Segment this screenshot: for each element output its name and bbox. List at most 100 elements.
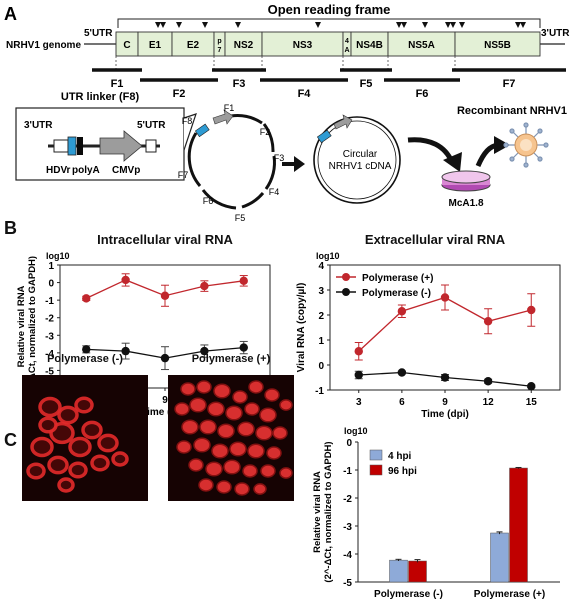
assembly-arrow [282,156,305,172]
orf-title: Open reading frame [268,2,391,17]
bar-1-1 [509,467,528,583]
legend-label: Polymerase (+) [362,273,433,284]
cell-nucleus [225,405,243,421]
genome-utr3-label: 3'UTR [541,28,570,39]
gene-label-e2: E2 [187,40,200,51]
data-point [397,368,407,377]
cdna-linker-block [316,129,332,144]
ring-label-f7: F7 [178,170,189,180]
ring-label-f5: F5 [235,213,246,223]
data-point [160,291,170,300]
data-point [200,281,209,291]
cell-ring [57,405,79,425]
ring-linker-block [194,123,210,138]
y-tick-label: 4 [318,261,324,272]
fragment-label-f5: F5 [360,78,373,90]
genome-label: NRHV1 genome [6,40,81,51]
genome-utr5-label: 5'UTR [84,28,113,39]
fragment-guides [115,56,456,70]
cell-nucleus [248,380,264,394]
y-tick-label: -1 [343,466,352,477]
cell-nucleus [266,446,282,460]
cell-nucleus [199,419,217,435]
micrograph-pol-minus-label: Polymerase (-) [47,353,123,365]
y-axis-label-2: (2^-ΔCt, normalized to GAPDH) [27,256,38,397]
bar-0-1 [408,560,427,583]
linker-utr3-segment [53,139,69,153]
x-tick-label: 9 [162,395,168,406]
virion-icon [503,122,549,168]
gene-label-p7-b: 7 [218,47,222,54]
data-point [121,275,130,285]
transfection-arrowhead [443,152,462,172]
data-point [354,370,363,380]
cell-nucleus [174,402,190,416]
log-note: log10 [46,251,70,261]
x-axis-label: Time (dpi) [141,407,189,418]
orf-bracket [117,18,541,28]
linker-cmvp-label: CMVp [112,165,140,176]
y-tick-label: -2 [45,314,54,325]
y-axis-label-2: (2^-ΔCt, normalized to GAPDH) [323,441,334,582]
ring-label-f3: F3 [274,153,285,163]
micrograph-pol-minus [22,375,148,501]
micrograph-pol-plus-label: Polymerase (+) [191,353,271,365]
fragment-label-f7: F7 [503,78,516,90]
genome-gene-blocks: C E1 E2 p 7 NS2 NS3 4 A NS4B NS5A NS5B [115,31,541,57]
circular-cdna-label-1: Circular [343,149,378,160]
panel-a-label: A [4,4,17,24]
x-tick-label: 12 [483,397,495,408]
cell-ring [38,416,58,434]
x-tick-label: 15 [526,397,538,408]
gene-label-ns5b: NS5B [484,40,511,51]
intracellular-title: Intracellular viral RNA [97,232,233,247]
gene-label-ns4b: NS4B [356,40,383,51]
cell-nucleus [176,440,192,454]
data-point [354,347,363,356]
cell-nucleus [223,459,241,475]
legend-label: Polymerase (-) [362,288,431,299]
fragment-label-f3: F3 [233,78,246,90]
x-axis-label: Time (dpi) [421,409,469,420]
cell-nucleus [234,482,250,496]
cell-nucleus [259,407,277,423]
circular-cdna-inner-ring [317,120,397,200]
cell-nucleus [180,382,196,396]
ring-label-f1: F1 [224,103,235,113]
recombinant-label: Recombinant NRHV1 [457,105,567,117]
gene-block-ns4b [350,31,389,57]
extracellular-title: Extracellular viral RNA [364,232,506,247]
gene-label-ns5a: NS5A [408,40,435,51]
cell-nucleus [237,421,255,437]
cell-ring [26,462,46,480]
cell-nucleus [211,443,229,459]
y-tick-label: 0 [346,438,352,449]
linker-hdvr-label: HDVr [46,165,71,176]
virus-release-arrowhead [494,136,510,154]
cdna-cmv-arrow [333,114,353,130]
culture-dish-top [441,170,491,184]
polymerase-bar-chart: 0 -1 -2 -3 -4 -5 log10 Relative viral RNA (2^-ΔC… [312,426,560,600]
y-tick-label: 2 [318,311,324,322]
utr-linker-callout [183,113,197,151]
cell-nucleus [216,480,232,494]
data-point [82,345,91,354]
y-axis-label-1: Relative viral RNA [312,471,323,553]
y-axis-label-1: Relative viral RNA [16,285,27,367]
category-label: Polymerase (-) [374,589,443,600]
category-label: Polymerase (+) [474,589,545,600]
fragment-bars: F1 F2 F3 F4 F5 F6 F7 [92,68,566,100]
data-point [121,346,130,356]
cell-nucleus [196,380,212,394]
x-tick-label: 9 [442,397,448,408]
data-point [527,305,536,315]
cell-nucleus [229,441,247,457]
data-point [397,307,407,316]
cmvp-arrow [99,130,143,162]
cell-nucleus [193,437,211,453]
legend-swatch [369,464,383,476]
cell-nucleus [264,388,280,402]
data-point [527,382,536,391]
legend-label: 4 hpi [388,451,412,462]
cell-nucleus [279,467,293,479]
